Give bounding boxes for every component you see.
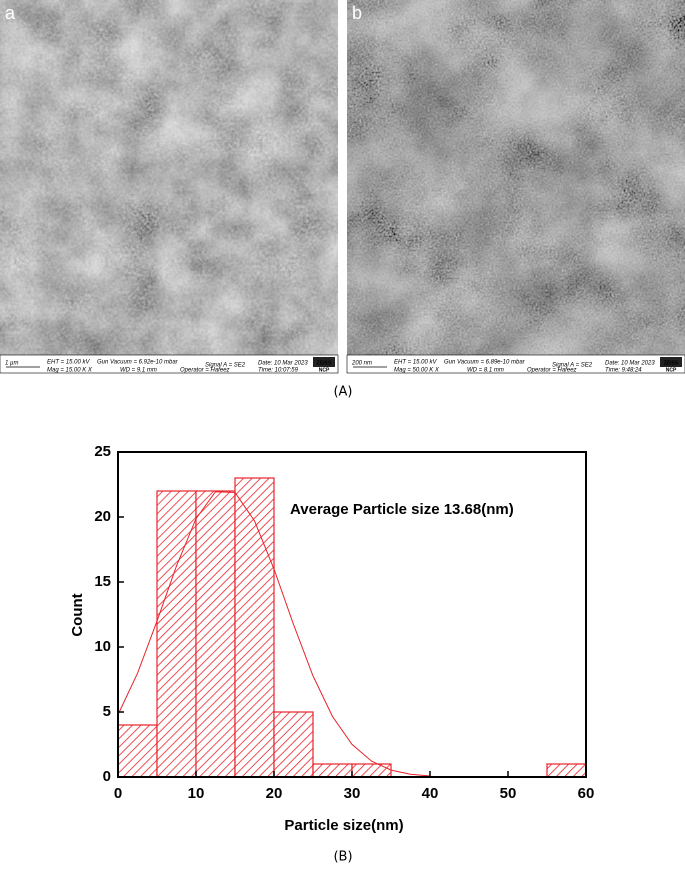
info-text: Date: 10 Mar 2023 bbox=[605, 361, 655, 367]
info-text: WD = 8.1 mm bbox=[467, 368, 504, 374]
histogram: 0 5 10 15 20 25 0 10 20 30 40 50 60 Particle size(nm)… bbox=[69, 443, 594, 834]
x-tick-label: 50 bbox=[500, 785, 517, 802]
bar bbox=[546, 763, 587, 778]
info-text: EHT = 15.00 kV bbox=[394, 360, 438, 366]
x-tick-label: 0 bbox=[114, 785, 122, 802]
info-text: Mag = 15.00 K X bbox=[47, 368, 93, 374]
y-tick-label: 25 bbox=[94, 443, 111, 460]
logo bbox=[660, 357, 682, 367]
x-tick-label: 40 bbox=[422, 785, 439, 802]
info-text: EHT = 15.00 kV bbox=[47, 360, 91, 366]
x-axis-label: Particle size(nm) bbox=[284, 817, 403, 834]
x-tick-label: 30 bbox=[344, 785, 361, 802]
bar bbox=[195, 490, 236, 778]
logo-text: ZEISS bbox=[664, 360, 679, 366]
logo-text: ZEISS bbox=[317, 360, 332, 366]
caption: (B) bbox=[333, 850, 352, 865]
info-text: Operator = Hafeez bbox=[180, 368, 230, 374]
fit-curve bbox=[117, 491, 431, 777]
bar bbox=[156, 490, 197, 778]
bar bbox=[234, 477, 275, 778]
sem-panel-b: b 200 nm EHT = 15.00 kV Gun Vacuum = 6.89e-… bbox=[346, 0, 685, 374]
info-text: Date: 10 Mar 2023 bbox=[258, 361, 308, 367]
info-text: NCP bbox=[666, 367, 677, 373]
panel-label: a bbox=[5, 3, 16, 23]
bar bbox=[312, 763, 353, 778]
info-text: WD = 9.1 mm bbox=[120, 368, 157, 374]
x-tick-label: 20 bbox=[266, 785, 283, 802]
y-tick-label: 15 bbox=[94, 573, 111, 590]
info-text: Time: 9:48:24 bbox=[605, 368, 642, 374]
caption: (A) bbox=[333, 385, 352, 400]
info-text: Gun Vacuum = 6.92e-10 mbar bbox=[97, 360, 179, 366]
sem-image bbox=[0, 0, 338, 355]
y-tick-label: 5 bbox=[103, 703, 111, 720]
y-tick-label: 20 bbox=[94, 508, 111, 525]
info-text: Signal A = SE2 bbox=[205, 363, 246, 369]
info-text: Time: 10:07:59 bbox=[258, 368, 299, 374]
info-text: Mag = 50.00 K X bbox=[394, 368, 440, 374]
bar bbox=[351, 763, 392, 778]
annotation: Average Particle size 13.68(nm) bbox=[290, 501, 514, 518]
info-text: 200 nm bbox=[351, 361, 372, 367]
logo bbox=[313, 357, 335, 367]
panel-label: b bbox=[352, 3, 362, 23]
info-bar bbox=[346, 354, 685, 374]
bar bbox=[117, 724, 158, 778]
info-text: Operator = Hafeez bbox=[527, 368, 577, 374]
y-tick-label: 10 bbox=[94, 638, 111, 655]
x-tick-label: 60 bbox=[578, 785, 595, 802]
info-bar bbox=[0, 354, 339, 374]
y-axis-label: Count bbox=[69, 593, 86, 636]
info-text: Gun Vacuum = 6.89e-10 mbar bbox=[444, 360, 526, 366]
x-tick-label: 10 bbox=[188, 785, 205, 802]
info-text: Signal A = SE2 bbox=[552, 363, 593, 369]
bar bbox=[273, 711, 314, 778]
sem-panel-a: a 1 µm EHT = 15.00 kV Gun Vacuum = 6.92e-10… bbox=[0, 0, 339, 374]
sem-image bbox=[347, 0, 685, 355]
info-text: NCP bbox=[319, 367, 330, 373]
y-tick-label: 0 bbox=[103, 768, 111, 785]
info-text: 1 µm bbox=[5, 361, 18, 367]
